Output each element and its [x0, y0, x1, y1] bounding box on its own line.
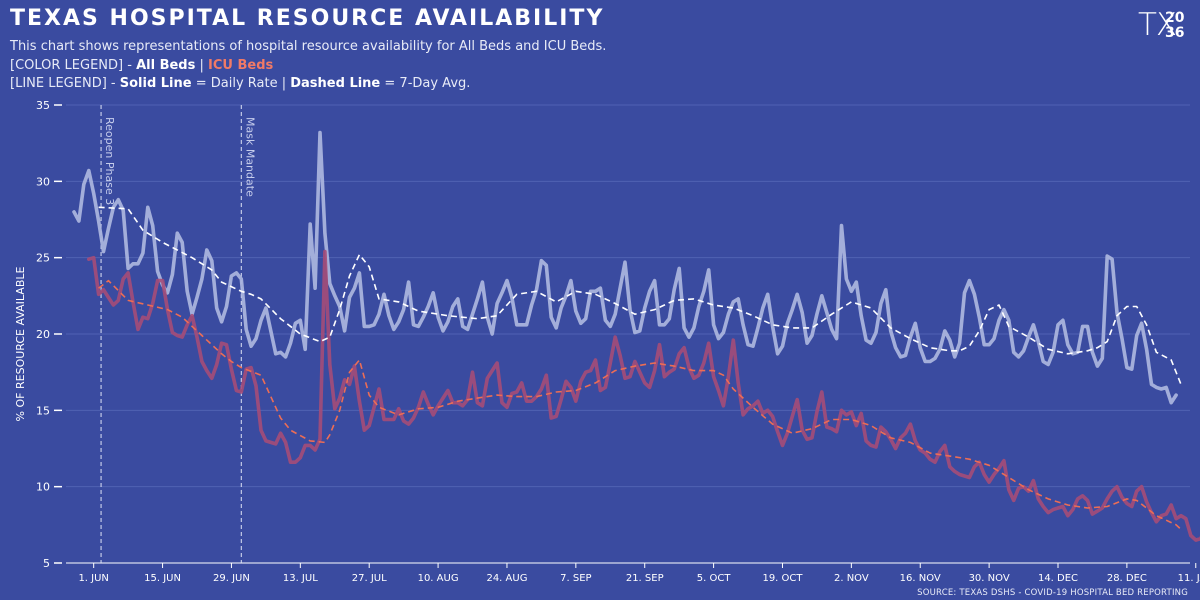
- icu-beds-daily-line: [87, 249, 1200, 542]
- annotation-label: Reopen Phase 3: [103, 117, 116, 205]
- y-tick-label: 30: [36, 175, 50, 188]
- x-tick-label: 2. NOV: [834, 573, 869, 584]
- line-legend-solid-desc: = Daily Rate |: [191, 76, 291, 91]
- x-tick-label: 13. JUL: [283, 573, 318, 584]
- x-tick-label: 15. JUN: [144, 573, 181, 584]
- x-tick-label: 30. NOV: [969, 573, 1010, 584]
- logo-letters: TX: [1138, 7, 1177, 43]
- chart-description: This chart shows representations of hosp…: [10, 39, 607, 54]
- x-tick-label: 24. AUG: [486, 573, 527, 584]
- y-tick-label: 35: [36, 99, 50, 112]
- x-tick-label: 21. SEP: [626, 573, 664, 584]
- y-tick-label: 20: [36, 328, 50, 341]
- color-legend-all-beds: All Beds: [136, 58, 196, 73]
- all-beds-daily-line: [72, 130, 1178, 405]
- color-legend-icu-beds: ICU Beds: [208, 58, 274, 73]
- logo-digits-bottom: 36: [1165, 25, 1185, 41]
- y-tick-label: 25: [36, 252, 50, 265]
- tx2036-logo: TX 20 36: [1138, 8, 1184, 46]
- color-legend-prefix: [COLOR LEGEND] -: [10, 58, 137, 73]
- x-tick-label: 28. DEC: [1107, 573, 1147, 584]
- icu-beds-avg-line: [98, 279, 1182, 530]
- x-tick-label: 19. OCT: [762, 573, 803, 584]
- x-tick-label: 27. JUL: [352, 573, 387, 584]
- x-tick-label: 10. AUG: [418, 573, 459, 584]
- y-tick-label: 15: [36, 404, 50, 417]
- annotation-label: Mask Mandate: [243, 117, 256, 197]
- line-legend-prefix: [LINE LEGEND] -: [10, 76, 120, 91]
- line-legend-solid: Solid Line: [119, 76, 192, 91]
- line-legend: [LINE LEGEND] - Solid Line = Daily Rate …: [10, 76, 470, 91]
- x-tick-label: 14. DEC: [1038, 573, 1078, 584]
- logo-digits-top: 20: [1165, 10, 1185, 26]
- x-tick-label: 5. OCT: [697, 573, 732, 584]
- chart-title: TEXAS HOSPITAL RESOURCE AVAILABILITY: [10, 6, 605, 31]
- y-tick-label: 5: [43, 557, 50, 570]
- line-legend-dashed-desc: = 7-Day Avg.: [380, 76, 471, 91]
- x-tick-label: 7. SEP: [560, 573, 591, 584]
- line-legend-dashed: Dashed Line: [290, 76, 381, 91]
- x-tick-label: 11. JAN: [1178, 573, 1200, 584]
- source-note: SOURCE: TEXAS DSHS - COVID-19 HOSPITAL B…: [917, 588, 1188, 598]
- y-axis-title: % OF RESOURCE AVAILABLE: [14, 267, 27, 422]
- color-legend: [COLOR LEGEND] - All Beds | ICU Beds: [10, 58, 273, 73]
- x-tick-label: 29. JUN: [213, 573, 250, 584]
- all-beds-avg-line: [98, 206, 1182, 385]
- x-tick-label: 1. JUN: [78, 573, 108, 584]
- y-tick-label: 10: [36, 481, 50, 494]
- x-tick-label: 16. NOV: [900, 573, 941, 584]
- color-legend-separator: |: [195, 58, 209, 73]
